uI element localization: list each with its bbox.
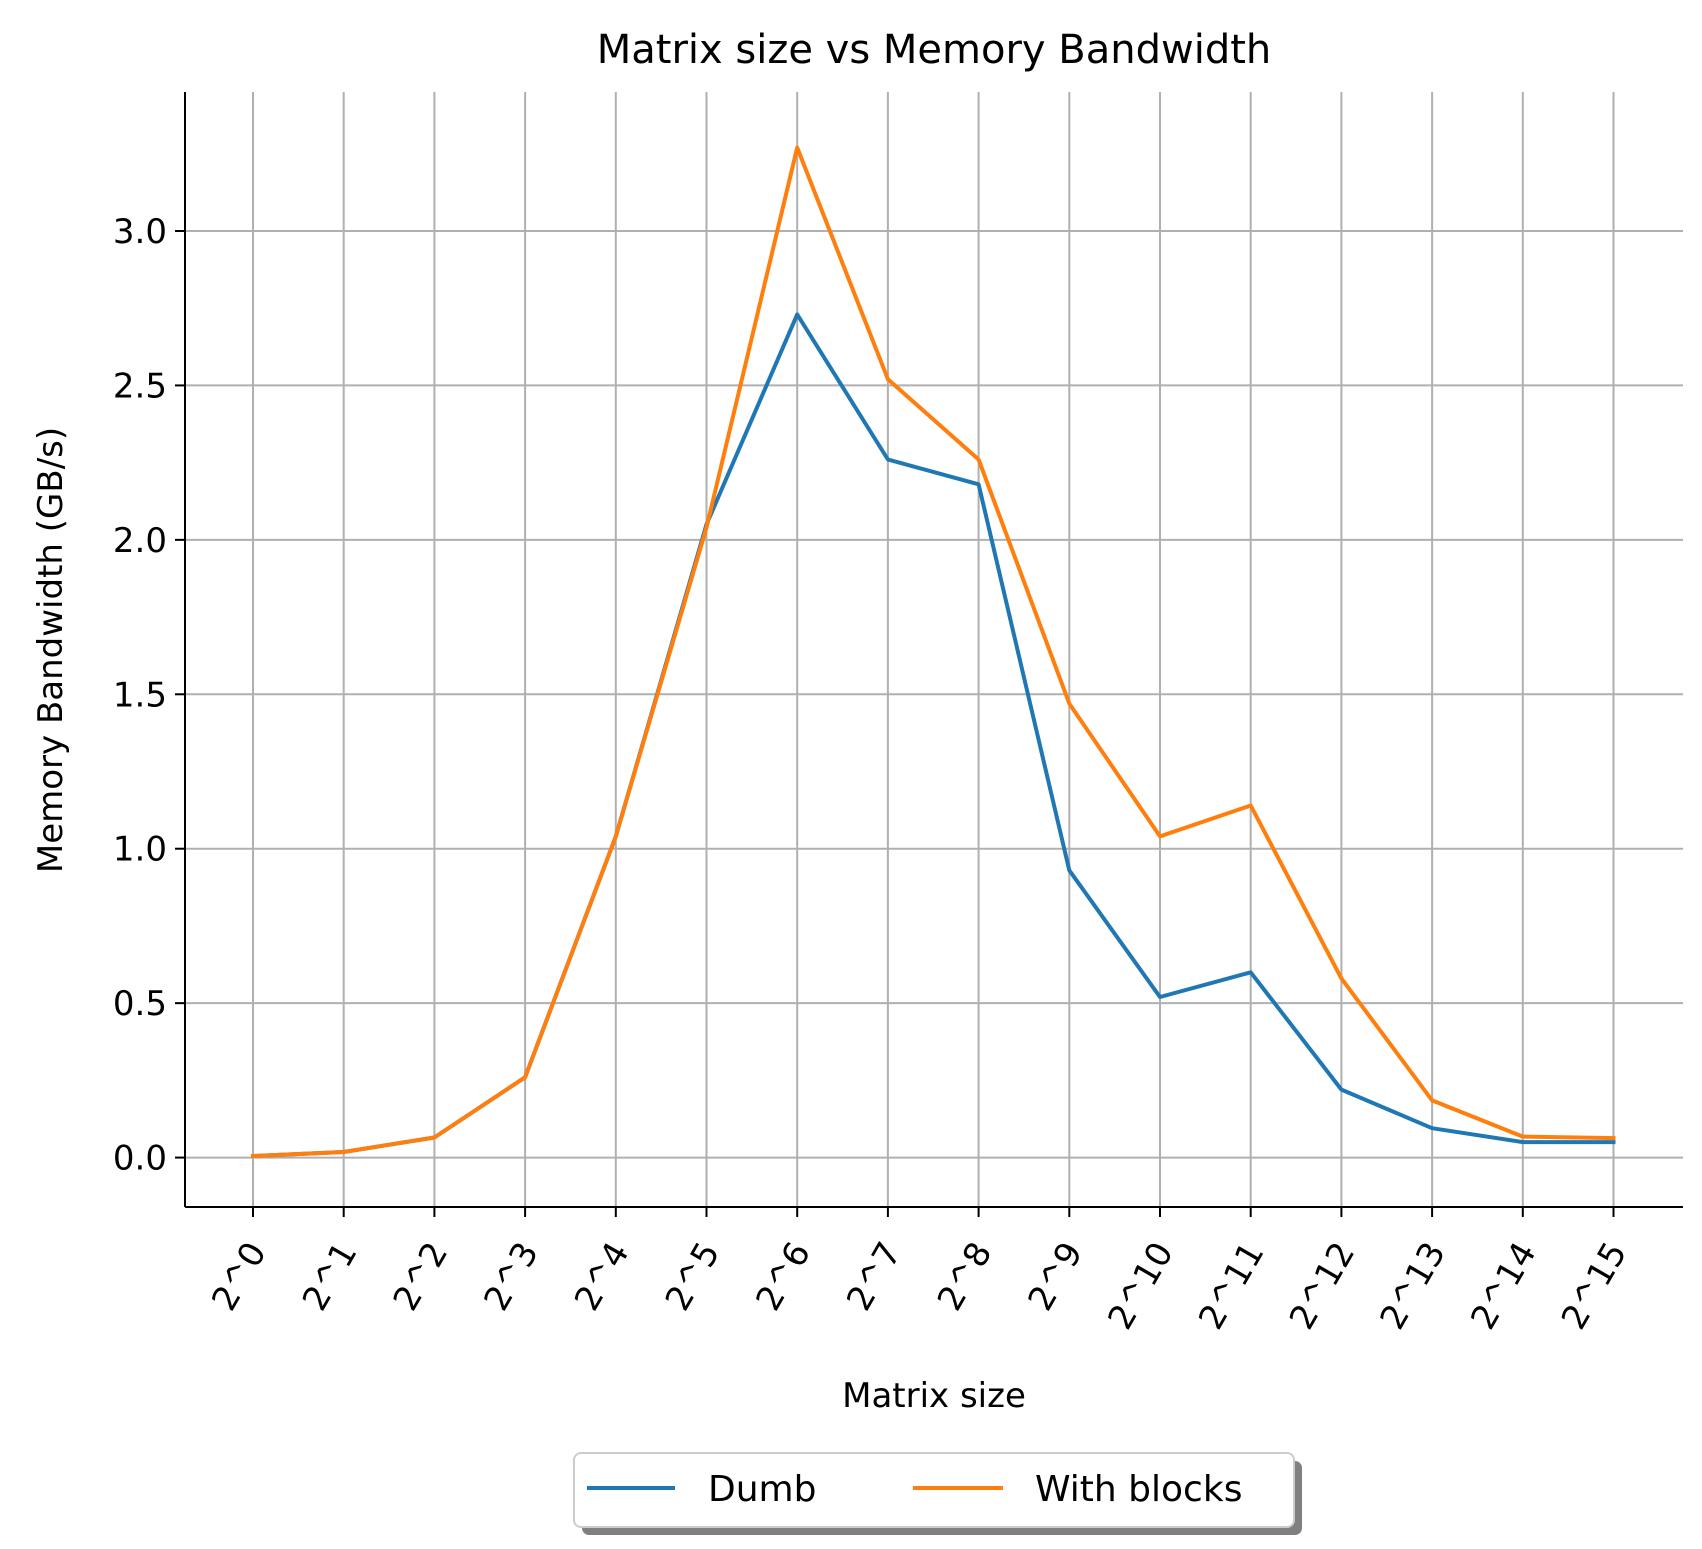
x-tick-label: 2^2 [386,1236,457,1318]
x-tick-label: 2^8 [930,1236,1001,1318]
series-lines [250,145,1616,1159]
x-tick-label: 2^14 [1463,1236,1544,1337]
y-tick-label: 2.5 [113,366,167,406]
y-tick-label: 3.0 [113,212,167,252]
x-tick-label: 2^7 [839,1236,910,1318]
legend: Dumb With blocks [573,1452,1302,1535]
series-line-with-blocks [250,145,1616,1159]
y-axis-ticks: 0.0 0.5 1.0 1.5 2.0 2.5 3.0 [113,212,185,1179]
x-tick-label: 2^1 [295,1236,366,1318]
series-line-dumb [250,312,1616,1159]
y-tick-label: 1.0 [113,830,167,870]
x-tick-label: 2^5 [658,1236,729,1318]
x-axis-ticks: 2^0 2^1 2^2 2^3 2^4 2^5 2^6 2^7 2^8 2^9 2^10 2^11 2^… [204,1207,1635,1336]
x-tick-label: 2^10 [1100,1236,1181,1337]
x-tick-label: 2^11 [1191,1236,1272,1337]
x-tick-label: 2^3 [476,1236,547,1318]
x-tick-label: 2^4 [567,1236,638,1318]
legend-label-with-blocks: With blocks [1035,1469,1242,1510]
y-tick-label: 2.0 [113,521,167,561]
y-tick-label: 0.0 [113,1139,167,1179]
y-axis-label: Memory Bandwidth (GB/s) [31,427,71,873]
x-axis-label: Matrix size [842,1376,1026,1416]
y-tick-label: 0.5 [113,984,167,1024]
grid-lines [185,92,1683,1207]
x-tick-label: 2^13 [1373,1236,1454,1337]
y-tick-label: 1.5 [113,675,167,715]
x-tick-label: 2^12 [1282,1236,1363,1337]
x-tick-label: 2^15 [1554,1236,1635,1337]
x-tick-label: 2^9 [1021,1236,1092,1318]
x-tick-label: 2^0 [204,1236,275,1318]
x-tick-label: 2^6 [748,1236,819,1318]
legend-label-dumb: Dumb [708,1469,816,1510]
chart-title: Matrix size vs Memory Bandwidth [597,27,1272,73]
